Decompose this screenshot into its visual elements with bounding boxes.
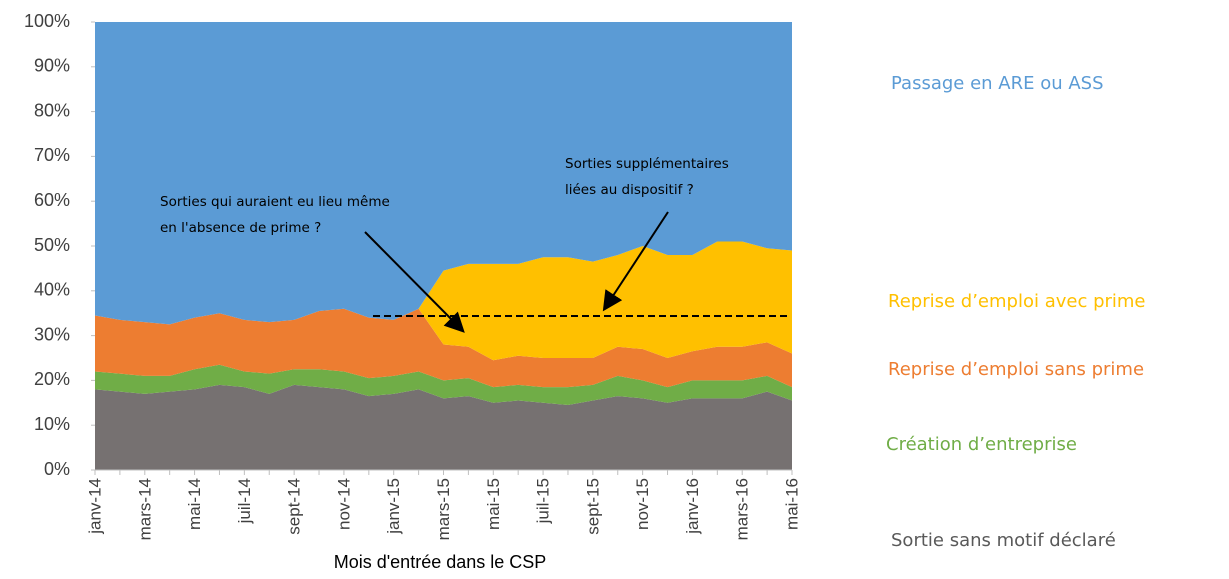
annotation: Sorties qui auraient eu lieu même [160, 194, 390, 210]
legend-label: Création d’entreprise [886, 434, 1077, 455]
x-tick-label: sept-14 [285, 478, 304, 535]
x-tick-label: mars-14 [135, 478, 154, 540]
x-tick-label: mars-16 [733, 478, 752, 540]
y-tick-label: 80% [34, 100, 70, 120]
x-tick-label: juil-15 [534, 478, 553, 524]
y-tick-label: 0% [44, 459, 70, 479]
legend-label: Sortie sans motif déclaré [891, 530, 1116, 551]
x-tick-label: mars-15 [434, 478, 453, 540]
arrow [364, 231, 465, 333]
area [95, 22, 792, 325]
plot-area [95, 22, 792, 470]
y-tick-label: 30% [34, 324, 70, 344]
area [95, 308, 792, 388]
x-tick-label: janv-16 [683, 478, 702, 535]
x-tick-label: mai-16 [782, 478, 801, 530]
x-tick-label: mai-15 [484, 478, 503, 530]
y-tick-label: 70% [34, 145, 70, 165]
area [95, 364, 792, 406]
x-tick-label: mai-14 [185, 478, 204, 530]
annotation: Sorties supplémentaires [565, 156, 729, 172]
legend-label: Passage en ARE ou ASS [891, 73, 1104, 94]
arrow [602, 211, 669, 312]
y-tick-label: 100% [24, 11, 70, 31]
x-axis-title: Mois d'entrée dans le CSP [334, 552, 547, 572]
x-tick-label: nov-14 [334, 478, 353, 530]
x-tick-label: sept-15 [583, 478, 602, 535]
x-tick-label: janv-15 [384, 478, 403, 535]
y-tick-label: 60% [34, 190, 70, 210]
y-tick-label: 90% [34, 56, 70, 76]
y-tick-label: 50% [34, 235, 70, 255]
annotation: liées au dispositif ? [565, 182, 694, 198]
area [95, 384, 792, 470]
x-tick-label: janv-14 [85, 478, 104, 535]
area [95, 241, 792, 361]
y-tick-label: 10% [34, 414, 70, 434]
y-tick-label: 20% [34, 369, 70, 389]
x-tick-label: nov-15 [633, 478, 652, 530]
annotation: en l'absence de prime ? [160, 220, 321, 236]
y-tick-label: 40% [34, 280, 70, 300]
legend-label: Reprise d’emploi avec prime [888, 291, 1146, 312]
legend-label: Reprise d’emploi sans prime [888, 359, 1144, 380]
x-tick-label: juil-14 [235, 478, 254, 524]
